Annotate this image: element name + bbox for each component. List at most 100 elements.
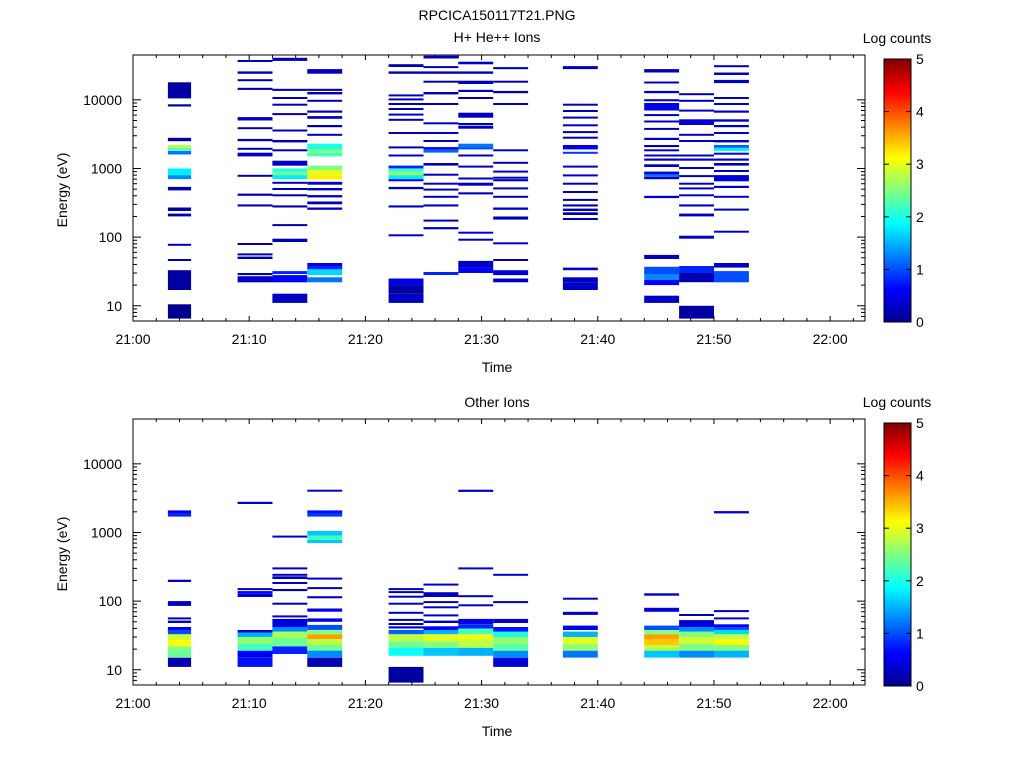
colorbar-tick-label: 5 (916, 415, 924, 431)
heatmap-cell (679, 109, 714, 112)
heatmap-cell (272, 149, 308, 152)
heatmap-cell (388, 611, 424, 614)
heatmap-cell (714, 610, 749, 613)
heatmap-cell (562, 650, 598, 658)
heatmap-cell (493, 187, 529, 190)
heatmap-cell (458, 267, 494, 273)
colorbar-label: Log counts (863, 394, 932, 410)
heatmap-cell (714, 125, 749, 128)
heatmap-cell (272, 535, 308, 538)
heatmap-cell (679, 93, 714, 96)
heatmap-cell (493, 618, 529, 623)
heatmap-cell (458, 604, 494, 607)
heatmap-cell (714, 624, 749, 627)
heatmap-cell (644, 114, 680, 117)
heatmap-cell (388, 591, 424, 594)
heatmap-cell (562, 208, 598, 211)
heatmap-cell (423, 219, 459, 222)
heatmap-cell (272, 567, 308, 570)
heatmap-cell (423, 601, 459, 604)
heatmap-cell (423, 620, 459, 623)
colorbar-tick-label: 3 (916, 520, 924, 536)
heatmap-cell (493, 601, 529, 604)
heatmap-cell (237, 273, 273, 276)
heatmap-cell (679, 614, 714, 616)
heatmap-cell (388, 630, 424, 635)
heatmap-cell (388, 666, 424, 683)
heatmap-cell (237, 147, 273, 150)
heatmap-cell (272, 573, 308, 576)
heatmap-cell (307, 116, 343, 119)
heatmap-cell (493, 242, 529, 245)
heatmap-cell (272, 168, 308, 172)
x-tick-label: 22:00 (813, 331, 848, 347)
heatmap-cell (562, 218, 598, 220)
heatmap-cell (167, 82, 192, 99)
heatmap-cell (562, 165, 598, 168)
x-tick-label: 21:10 (232, 331, 267, 347)
y-tick-label: 10 (106, 662, 122, 678)
heatmap-cell (423, 641, 459, 648)
x-tick-label: 21:50 (696, 695, 731, 711)
heatmap-cell (458, 182, 494, 186)
heatmap-cell (167, 601, 192, 606)
heatmap-cell (388, 118, 424, 121)
heatmap-cell (307, 277, 343, 283)
heatmap-cell (714, 97, 749, 99)
colorbar-tick-label: 4 (916, 468, 924, 484)
heatmap-cell (562, 103, 598, 106)
heatmap-cell (679, 154, 714, 157)
heatmap-cell (644, 634, 680, 640)
heatmap-cell (714, 140, 749, 143)
heatmap-cell (644, 137, 680, 140)
heatmap-cell (562, 145, 598, 150)
heatmap-cell (307, 539, 343, 544)
heatmap-cell (714, 230, 749, 233)
y-axis-label: Energy (eV) (54, 153, 70, 228)
heatmap-cell (714, 65, 749, 68)
heatmap-cell (644, 99, 680, 102)
heatmap-cell (679, 273, 714, 283)
heatmap-cell (272, 175, 308, 180)
heatmap-cell (307, 88, 343, 91)
heatmap-cell (458, 595, 494, 598)
page-title: RPCICA150117T21.PNG (419, 7, 576, 23)
heatmap-cell (167, 186, 192, 191)
heatmap-cell (493, 643, 529, 651)
heatmap-cell (644, 254, 680, 259)
heatmap-cell (237, 276, 273, 283)
heatmap-cell (679, 631, 714, 637)
heatmap-cell (562, 611, 598, 615)
heatmap-cell (644, 145, 680, 148)
heatmap-cell (562, 124, 598, 127)
heatmap-cell (644, 266, 680, 275)
heatmap-cell (679, 99, 714, 102)
colorbar-tick-label: 1 (916, 261, 924, 277)
heatmap-cell (307, 269, 343, 276)
heatmap-cell (307, 69, 343, 74)
heatmap-cell (272, 97, 308, 99)
heatmap-cell (493, 573, 529, 576)
heatmap-cell (167, 259, 192, 261)
heatmap-cell (714, 175, 749, 182)
heatmap-cell (388, 602, 424, 605)
x-tick-label: 21:40 (580, 331, 615, 347)
heatmap-cell (714, 627, 749, 630)
heatmap-cell (423, 272, 459, 275)
heatmap-cell (237, 174, 273, 177)
heatmap-cell (458, 624, 494, 629)
heatmap-cell (272, 113, 308, 116)
x-tick-label: 21:00 (115, 331, 150, 347)
heatmap-cell (493, 657, 529, 667)
heatmap-cell (562, 282, 598, 290)
heatmap-cell (423, 92, 459, 95)
heatmap-cell (423, 195, 459, 198)
colorbar-tick-label: 1 (916, 625, 924, 641)
heatmap-cell (493, 149, 529, 152)
heatmap-cell (644, 171, 680, 175)
heatmap-cell (562, 212, 598, 215)
heatmap-cell (388, 588, 424, 591)
heatmap-cell (493, 207, 529, 210)
heatmap-cell (237, 87, 273, 90)
heatmap-cell (458, 61, 494, 65)
